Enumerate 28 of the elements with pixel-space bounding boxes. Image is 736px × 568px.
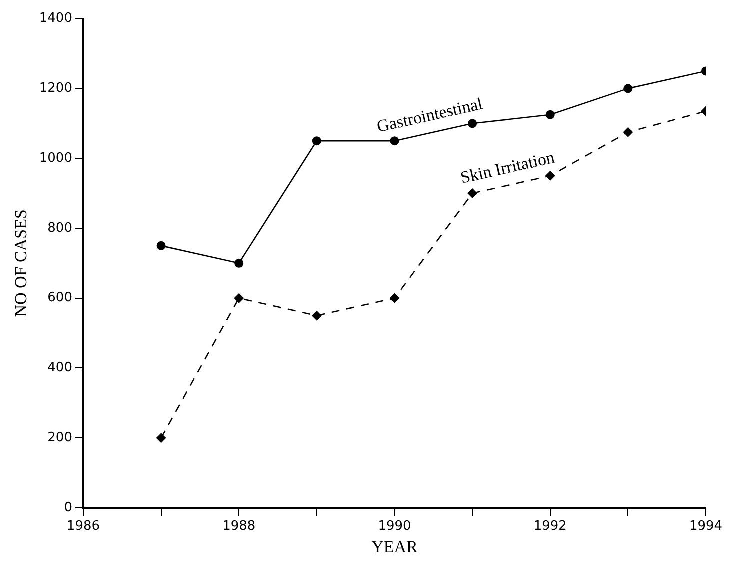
x-tick-label: 1986 [66,519,100,534]
point [390,136,400,146]
y-axis-title: NO OF CASES [12,210,31,318]
point [312,310,322,321]
point [468,188,478,199]
x-tick-label: 1992 [534,519,567,534]
y-tick-label: 0 [64,500,72,516]
y-tick-label: 400 [48,360,72,376]
point [390,293,400,304]
point [234,293,244,304]
point [156,241,166,250]
point [624,84,633,94]
text: Skin Irritation [458,148,557,188]
x-tick-label: 1988 [222,519,256,534]
point [546,110,555,120]
point [623,127,634,138]
x-axis-title: YEAR [372,537,419,556]
y-tick-label: 1200 [39,81,72,96]
y-tick-label: 800 [48,220,72,236]
y-tick-label: 1400 [39,11,72,26]
point [156,433,166,444]
y-tick-label: 1000 [39,150,72,166]
x-tick-label: 1994 [689,519,723,534]
x-tick-label: 1990 [378,519,412,534]
y-tick-label: 200 [48,430,72,446]
point [312,136,322,146]
point [234,258,244,268]
y-tick-label: 600 [48,290,72,306]
